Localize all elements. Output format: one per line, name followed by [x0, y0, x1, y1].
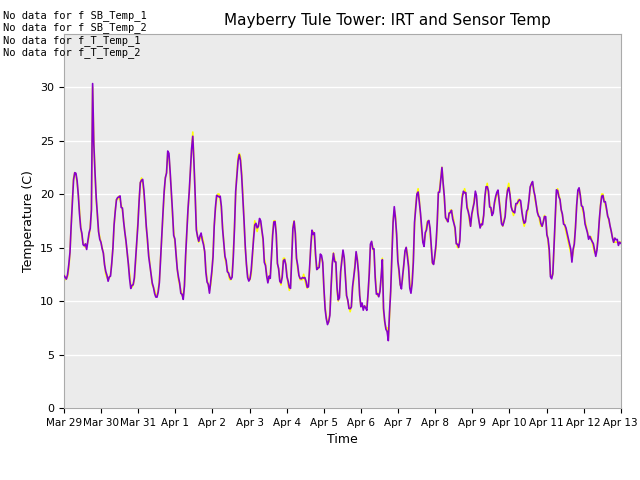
Y-axis label: Temperature (C): Temperature (C): [22, 170, 35, 272]
Text: No data for f SB_Temp_1
No data for f SB_Temp_2
No data for f_T_Temp_1
No data f: No data for f SB_Temp_1 No data for f SB…: [3, 10, 147, 58]
Title: Mayberry Tule Tower: IRT and Sensor Temp: Mayberry Tule Tower: IRT and Sensor Temp: [223, 13, 550, 28]
X-axis label: Time: Time: [327, 433, 358, 446]
